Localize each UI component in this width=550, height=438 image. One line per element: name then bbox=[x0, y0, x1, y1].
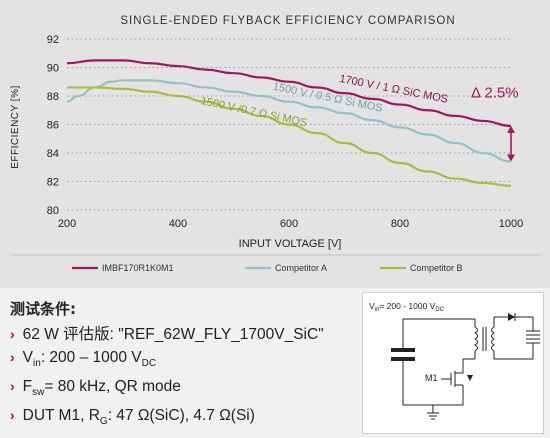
fsw-value: = 80 kHz, QR mode bbox=[44, 378, 181, 396]
x-tick-label: 400 bbox=[169, 218, 187, 230]
switch-label: M1 bbox=[425, 373, 438, 383]
bullet-chevron-icon: › bbox=[10, 326, 15, 342]
body-diode-icon bbox=[467, 375, 473, 381]
dc-bus-capacitor-icon bbox=[391, 348, 415, 361]
schematic-vin-dc: DC bbox=[435, 307, 444, 313]
vin-range: : 200 – 1000 V bbox=[40, 349, 142, 366]
schematic-drawing: Vin= 200 - 1000 VDC bbox=[369, 301, 540, 420]
schematic-vin-symbol: V bbox=[369, 301, 375, 311]
fsw-symbol: F bbox=[22, 378, 33, 396]
condition-dut: › DUT M1, RG: 47 Ω(SiC), 4.7 Ω(Si) bbox=[10, 404, 360, 433]
series-line-2 bbox=[67, 86, 512, 187]
condition-board-text: 62 W 评估版: "REF_62W_FLY_1700V_SiC" bbox=[22, 326, 324, 343]
x-tick-label: 800 bbox=[391, 218, 409, 230]
rg-subscript: G bbox=[99, 416, 108, 428]
chart-title: SINGLE-ENDED FLYBACK EFFICIENCY COMPARIS… bbox=[120, 15, 455, 27]
y-tick-label: 82 bbox=[47, 177, 59, 189]
bullet-chevron-icon: › bbox=[10, 349, 15, 365]
diode-icon bbox=[508, 313, 515, 321]
y-tick-label: 90 bbox=[47, 63, 59, 75]
fsw-subscript: sw bbox=[32, 387, 45, 399]
delta-label: Δ 2.5% bbox=[471, 84, 519, 101]
vin-symbol: V bbox=[22, 349, 34, 366]
series-line-1 bbox=[66, 79, 512, 163]
conditions-title: 测试条件: bbox=[10, 300, 76, 318]
test-conditions: 测试条件: › 62 W 评估版: "REF_62W_FLY_1700V_SiC"… bbox=[10, 298, 360, 433]
condition-board: › 62 W 评估版: "REF_62W_FLY_1700V_SiC" bbox=[10, 323, 360, 346]
dut-values: : 47 Ω(SiC), 4.7 Ω(Si) bbox=[107, 407, 255, 425]
legend-label: Competitor A bbox=[275, 263, 327, 273]
bullet-chevron-icon: › bbox=[10, 378, 15, 395]
dut-text: DUT M1, R bbox=[22, 407, 100, 425]
y-tick-label: 84 bbox=[47, 148, 59, 160]
circuit-wiring bbox=[402, 316, 540, 420]
vin-dc-subscript: DC bbox=[141, 358, 157, 370]
legend-label: Competitor B bbox=[410, 263, 463, 273]
schematic-vin-sub: in bbox=[375, 307, 380, 313]
schematic-vin-value: = 200 - 1000 V bbox=[379, 301, 435, 311]
y-tick-label: 88 bbox=[47, 91, 59, 103]
svg-text:Vin= 200 - 1000 VDC: Vin= 200 - 1000 VDC bbox=[369, 301, 445, 313]
x-axis-label: INPUT VOLTAGE [V] bbox=[239, 238, 342, 250]
flyback-schematic: Vin= 200 - 1000 VDC bbox=[362, 292, 544, 434]
y-axis-label: EFFICIENCY [%] bbox=[10, 85, 21, 169]
condition-vin: › Vin: 200 – 1000 VDC bbox=[10, 346, 360, 375]
efficiency-chart: SINGLE-ENDED FLYBACK EFFICIENCY COMPARIS… bbox=[10, 15, 540, 273]
vin-subscript: in bbox=[33, 358, 41, 370]
condition-fsw: › Fsw= 80 kHz, QR mode bbox=[10, 375, 360, 404]
delta-arrow-head-down bbox=[507, 154, 515, 162]
y-tick-label: 92 bbox=[47, 34, 59, 46]
chart-panel: SINGLE-ENDED FLYBACK EFFICIENCY COMPARIS… bbox=[0, 0, 550, 288]
bullet-chevron-icon: › bbox=[10, 407, 15, 424]
legend-label: IMBF170R1K0M1 bbox=[102, 263, 174, 273]
series-line-0 bbox=[66, 59, 512, 128]
x-tick-label: 600 bbox=[280, 218, 298, 230]
x-tick-label: 1000 bbox=[499, 218, 523, 230]
y-tick-label: 80 bbox=[47, 205, 59, 217]
y-tick-label: 86 bbox=[47, 120, 59, 132]
x-tick-label: 200 bbox=[58, 218, 76, 230]
delta-arrow-head-up bbox=[507, 125, 515, 133]
